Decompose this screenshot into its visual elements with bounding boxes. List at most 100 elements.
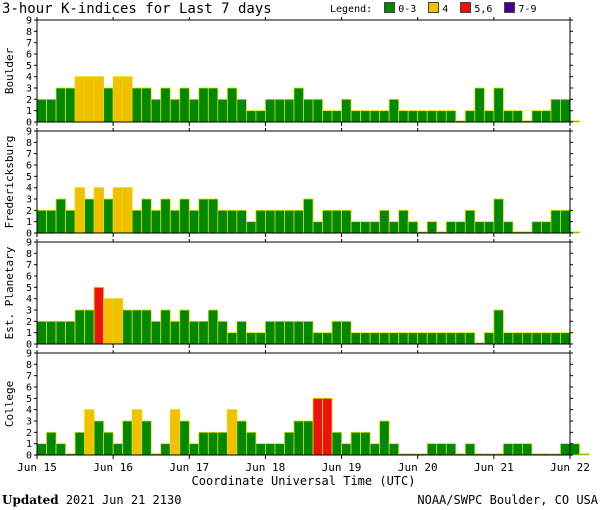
k-bar	[112, 76, 124, 123]
y-tick-label: 7	[26, 149, 32, 160]
k-bar	[103, 431, 114, 456]
k-bar	[103, 198, 114, 234]
k-bar	[255, 332, 266, 345]
k-bar	[255, 443, 266, 456]
k-bar	[522, 332, 533, 345]
k-bar	[464, 209, 476, 234]
k-bar	[483, 110, 495, 123]
k-bar	[217, 209, 228, 234]
y-tick-label: 2	[26, 428, 32, 439]
k-bar	[198, 320, 209, 345]
k-bar	[531, 221, 542, 234]
k-bar	[150, 98, 162, 123]
k-bar	[74, 431, 85, 456]
k-bar	[84, 76, 95, 123]
y-tick-label: 1	[26, 217, 32, 228]
legend-item-7-9: 7-9	[518, 4, 537, 15]
y-tick-label: 6	[26, 383, 32, 394]
y-tick-label: 2	[26, 95, 32, 106]
y-tick-label: 1	[26, 439, 32, 450]
panel-frame	[36, 352, 571, 456]
panel-label: Boulder	[3, 47, 16, 94]
panel-label: Est. Planetary	[3, 246, 16, 339]
y-tick-label: 9	[26, 16, 32, 27]
k-bar	[226, 409, 238, 456]
k-bar	[131, 87, 143, 123]
k-bar	[493, 198, 504, 234]
k-bar	[303, 198, 314, 234]
k-bar	[207, 309, 219, 345]
updated-value: 2021 Jun 21 2130	[65, 493, 182, 507]
k-bar	[255, 209, 266, 234]
k-bar	[341, 320, 352, 345]
y-tick-label: 6	[26, 272, 32, 283]
y-tick-label: 6	[26, 161, 32, 172]
k-bar	[341, 443, 352, 456]
legend-item-4: 4	[442, 4, 449, 15]
k-bar	[502, 332, 514, 345]
k-bar	[226, 332, 238, 345]
k-bar	[388, 98, 400, 123]
y-tick-label: 5	[26, 172, 32, 183]
k-bar	[188, 443, 200, 456]
k-bar	[455, 332, 466, 345]
x-tick-label: Jun 16	[93, 461, 133, 474]
k-bar	[226, 209, 238, 234]
k-bar	[65, 320, 76, 345]
k-bar	[245, 431, 257, 456]
k-bar	[502, 221, 514, 234]
k-bar	[93, 286, 105, 345]
k-bar	[236, 320, 247, 345]
k-bar	[512, 443, 523, 456]
k-bar	[360, 332, 371, 345]
k-bar	[474, 221, 485, 234]
k-bar	[483, 221, 495, 234]
k-bar	[360, 221, 371, 234]
y-tick-label: 6	[26, 50, 32, 61]
k-bar	[322, 209, 333, 234]
panel-label: College	[3, 381, 16, 427]
k-bar	[55, 198, 66, 234]
k-bar	[502, 443, 514, 456]
k-bar	[379, 420, 390, 456]
k-bar	[464, 443, 476, 456]
legend-swatch-4	[428, 2, 440, 13]
k-bar	[207, 431, 219, 456]
k-bar	[303, 420, 314, 456]
k-bar	[293, 320, 304, 345]
k-bar	[198, 431, 209, 456]
y-tick-label: 3	[26, 306, 32, 317]
k-bar	[131, 309, 143, 345]
k-bar	[265, 320, 276, 345]
k-bar	[36, 320, 47, 345]
k-bar	[303, 320, 314, 345]
k-bar	[579, 453, 590, 456]
chart-title: 3-hour K-indices for Last 7 days	[2, 1, 272, 17]
k-bar	[55, 443, 66, 456]
k-bar	[46, 98, 57, 123]
y-tick-label: 1	[26, 328, 32, 339]
k-bar	[179, 309, 190, 345]
k-bar	[436, 110, 447, 123]
k-bar	[274, 98, 285, 123]
k-bar	[103, 87, 114, 123]
k-bar	[188, 320, 200, 345]
x-tick-label: Jun 18	[246, 461, 286, 474]
y-tick-label: 2	[26, 206, 32, 217]
panel-frame	[36, 130, 571, 234]
k-bar	[217, 98, 228, 123]
k-bar	[122, 187, 133, 234]
k-bar	[350, 110, 362, 123]
k-bar	[46, 431, 57, 456]
k-bar	[74, 309, 85, 345]
k-bar	[84, 409, 95, 456]
k-bar	[512, 110, 523, 123]
k-bar	[207, 198, 219, 234]
k-bar	[179, 87, 190, 123]
y-tick-label: 4	[26, 405, 32, 416]
k-bar	[255, 110, 266, 123]
footer-updated: Updated 2021 Jun 21 2130	[2, 493, 181, 507]
x-tick-label: Jun 21	[474, 461, 514, 474]
k-bar	[341, 209, 352, 234]
k-bar	[331, 110, 342, 123]
